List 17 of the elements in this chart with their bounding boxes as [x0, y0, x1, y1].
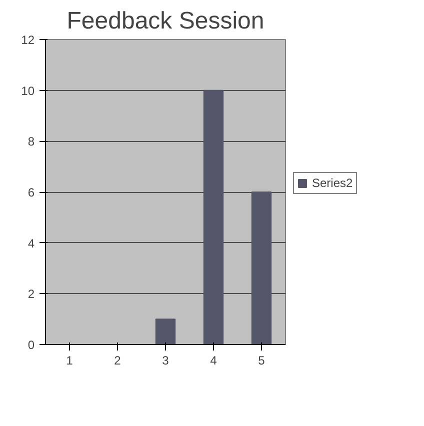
bar: [251, 192, 272, 344]
bar: [155, 318, 176, 344]
y-tick-label: 6: [28, 186, 35, 200]
x-tick-label: 2: [114, 354, 122, 368]
legend-label: Series2: [312, 176, 353, 190]
x-tick-label: 4: [210, 354, 218, 368]
x-tick-label: 5: [258, 354, 266, 368]
chart-title: Feedback Session: [66, 8, 264, 34]
x-tick-label: 1: [66, 354, 74, 368]
y-tick-label: 10: [21, 84, 35, 98]
y-tick-label: 12: [21, 33, 35, 47]
x-tick-label: 3: [162, 354, 170, 368]
y-tick-label: 8: [28, 134, 35, 149]
y-tick-label: 0: [28, 338, 35, 352]
y-tick-label: 2: [28, 287, 35, 302]
bar: [203, 90, 224, 344]
y-tick-label: 4: [28, 236, 35, 250]
